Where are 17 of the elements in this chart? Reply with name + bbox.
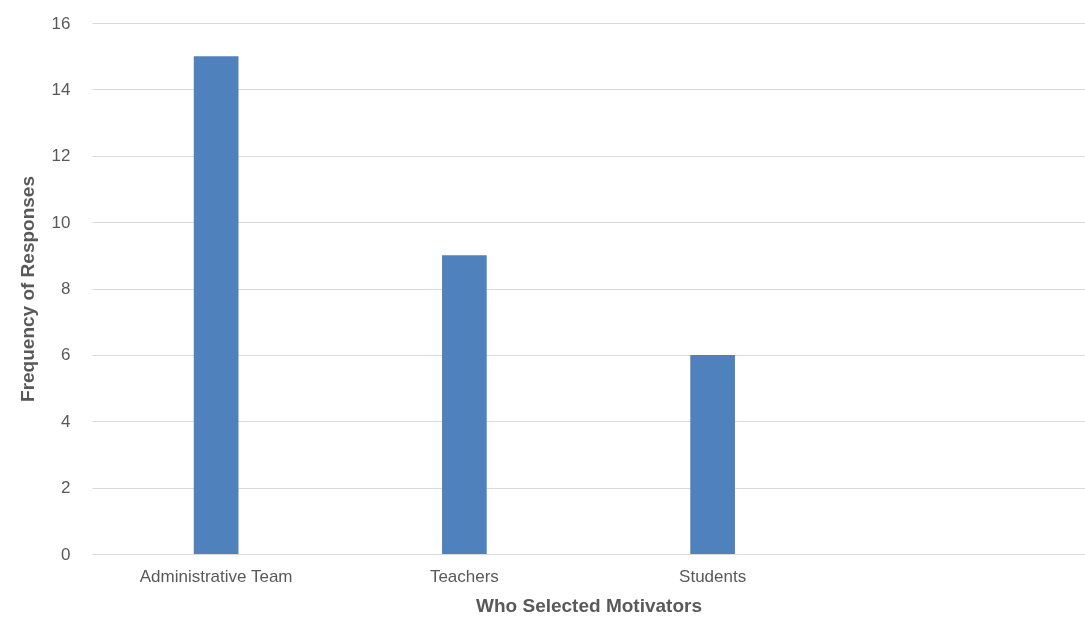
x-axis-title: Who Selected Motivators (476, 594, 702, 616)
y-tick-label: 12 (51, 146, 71, 166)
bar (690, 354, 735, 554)
bar (193, 56, 239, 554)
x-tick-label: Students (679, 566, 747, 586)
y-tick-label: 4 (61, 411, 71, 431)
y-tick-label: 2 (61, 478, 71, 498)
y-tick-label: 0 (61, 544, 71, 564)
y-tick-label: 8 (61, 279, 71, 298)
x-tick-label: Administrative Team (139, 566, 293, 586)
y-axis-title: Frequency of Responses (16, 176, 38, 402)
y-tick-label: 6 (61, 345, 71, 365)
y-tick-label: 14 (51, 79, 71, 99)
bar (442, 255, 487, 554)
y-tick-label: 16 (51, 13, 71, 33)
x-tick-label: Teachers (429, 566, 499, 586)
y-tick-label: 10 (51, 212, 71, 232)
